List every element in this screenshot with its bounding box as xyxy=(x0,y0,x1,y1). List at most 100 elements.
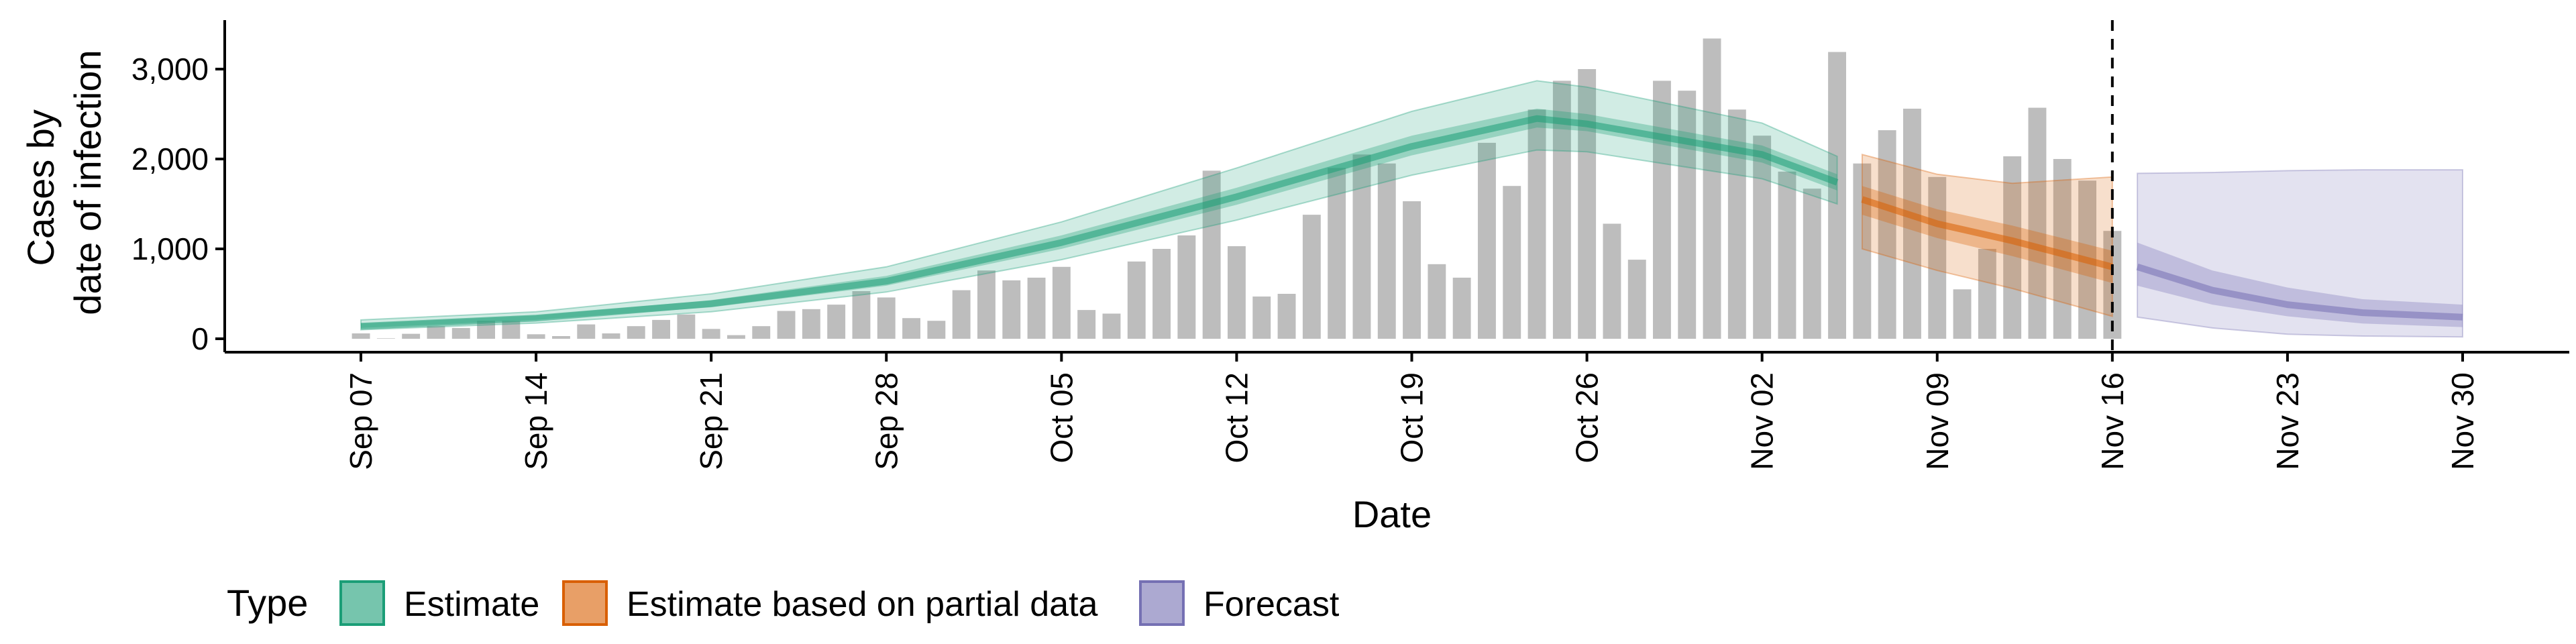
case-bar xyxy=(677,314,696,339)
x-tick-label: Oct 12 xyxy=(1219,372,1254,464)
case-bar xyxy=(1678,91,1697,339)
legend-key-partial-estimate xyxy=(562,580,608,626)
forecast-90-interval xyxy=(2137,169,2463,338)
case-bar xyxy=(1978,249,1996,339)
case-bar xyxy=(1428,264,1446,339)
y-tick-label: 0 xyxy=(191,321,209,356)
legend-title: Type xyxy=(227,582,308,624)
case-bar xyxy=(802,309,820,339)
case-bar xyxy=(1027,277,1046,339)
case-bar xyxy=(1903,109,1921,339)
y-axis-title-line-1: Cases by xyxy=(19,109,62,266)
case-bar xyxy=(652,319,670,339)
case-bar xyxy=(977,270,996,339)
x-tick-label: Nov 02 xyxy=(1745,372,1780,470)
case-bar xyxy=(1703,38,1721,339)
y-tick-label: 3,000 xyxy=(131,52,209,87)
x-tick-label: Sep 14 xyxy=(519,372,553,470)
legend: Type Estimate Estimate based on partial … xyxy=(227,580,1340,626)
case-bar xyxy=(1778,171,1796,339)
partial-estimate-median-line xyxy=(1861,196,2114,270)
y-axis-title: Cases by date of infection xyxy=(19,50,109,315)
case-bar xyxy=(1302,215,1321,339)
y-tick-label: 1,000 xyxy=(131,231,209,266)
y-tick-label: 2,000 xyxy=(131,142,209,176)
case-bar xyxy=(1177,235,1196,339)
x-axis-title: Date xyxy=(1352,493,1432,535)
x-tick-label: Nov 16 xyxy=(2095,372,2130,470)
case-bar xyxy=(1352,154,1371,339)
case-bar xyxy=(1527,109,1546,339)
case-bar xyxy=(577,324,596,339)
case-bar xyxy=(952,290,971,339)
case-bar xyxy=(852,291,871,339)
case-bar xyxy=(1878,130,1896,339)
case-bar xyxy=(1828,52,1846,339)
case-bar xyxy=(1478,142,1496,339)
case-bar xyxy=(451,327,470,339)
case-bar xyxy=(1603,223,1621,339)
case-bar xyxy=(1127,261,1146,339)
case-bar xyxy=(1452,277,1471,339)
case-bar xyxy=(1328,168,1346,339)
case-bar xyxy=(1277,294,1296,339)
case-bar xyxy=(376,338,395,339)
case-bar xyxy=(877,297,896,339)
case-bar xyxy=(1627,260,1646,339)
x-tick-label: Oct 19 xyxy=(1395,372,1430,464)
legend-label-estimate: Estimate xyxy=(404,585,539,624)
estimate-median-line xyxy=(360,115,1839,330)
y-axis-title-line-2: date of infection xyxy=(66,50,109,315)
case-bar xyxy=(1653,80,1671,339)
case-bar xyxy=(752,326,771,339)
case-bar xyxy=(427,326,445,339)
case-bar xyxy=(2003,156,2022,339)
case-bar xyxy=(927,321,946,339)
case-bar xyxy=(727,335,745,339)
case-bar xyxy=(1503,186,1521,339)
case-bar xyxy=(777,311,796,339)
x-tick-label: Sep 21 xyxy=(694,372,729,470)
x-tick-label: Sep 28 xyxy=(869,372,904,470)
x-axis: Sep 07 Sep 14 Sep 21 Sep 28 Oct 05 Oct 12 Oct … xyxy=(225,351,2569,470)
case-bar xyxy=(1228,246,1246,339)
legend-label-forecast: Forecast xyxy=(1203,585,1340,624)
case-bar xyxy=(1803,189,1821,339)
case-bar xyxy=(1252,297,1271,339)
case-bar xyxy=(1002,280,1021,339)
case-bar xyxy=(1377,163,1396,339)
case-bar xyxy=(702,329,720,339)
x-tick-label: Nov 30 xyxy=(2445,372,2480,470)
legend-key-estimate xyxy=(339,580,385,626)
forecast-median-line xyxy=(2136,264,2463,321)
forecast-50-interval xyxy=(2137,242,2463,327)
case-bar xyxy=(502,321,521,339)
x-tick-label: Nov 23 xyxy=(2270,372,2305,470)
legend-label-partial-estimate: Estimate based on partial data xyxy=(627,585,1098,624)
case-bar xyxy=(1928,176,1947,339)
x-tick-label: Oct 26 xyxy=(1570,372,1605,464)
case-bar xyxy=(1578,69,1597,339)
legend-key-forecast xyxy=(1139,580,1185,626)
case-bar xyxy=(1403,201,1421,339)
case-bar xyxy=(1953,289,1972,339)
case-bar xyxy=(352,333,370,339)
case-bar xyxy=(902,318,920,339)
y-axis: 0 1,000 2,000 3,000 xyxy=(131,20,226,356)
case-bar xyxy=(527,334,545,339)
case-bar xyxy=(552,336,570,339)
case-bar xyxy=(1102,313,1121,339)
x-tick-label: Oct 05 xyxy=(1044,372,1079,464)
case-bar xyxy=(1152,249,1171,339)
x-tick-label: Nov 09 xyxy=(1920,372,1955,470)
x-tick-label: Sep 07 xyxy=(343,372,378,470)
case-bar xyxy=(827,305,846,339)
case-bar xyxy=(1753,136,1772,339)
case-bar xyxy=(627,326,645,339)
case-bar xyxy=(2028,107,2047,339)
case-bar xyxy=(1077,310,1096,339)
case-bar xyxy=(1052,266,1071,339)
ribbons-layer xyxy=(360,80,2463,338)
case-bar xyxy=(1853,163,1872,339)
